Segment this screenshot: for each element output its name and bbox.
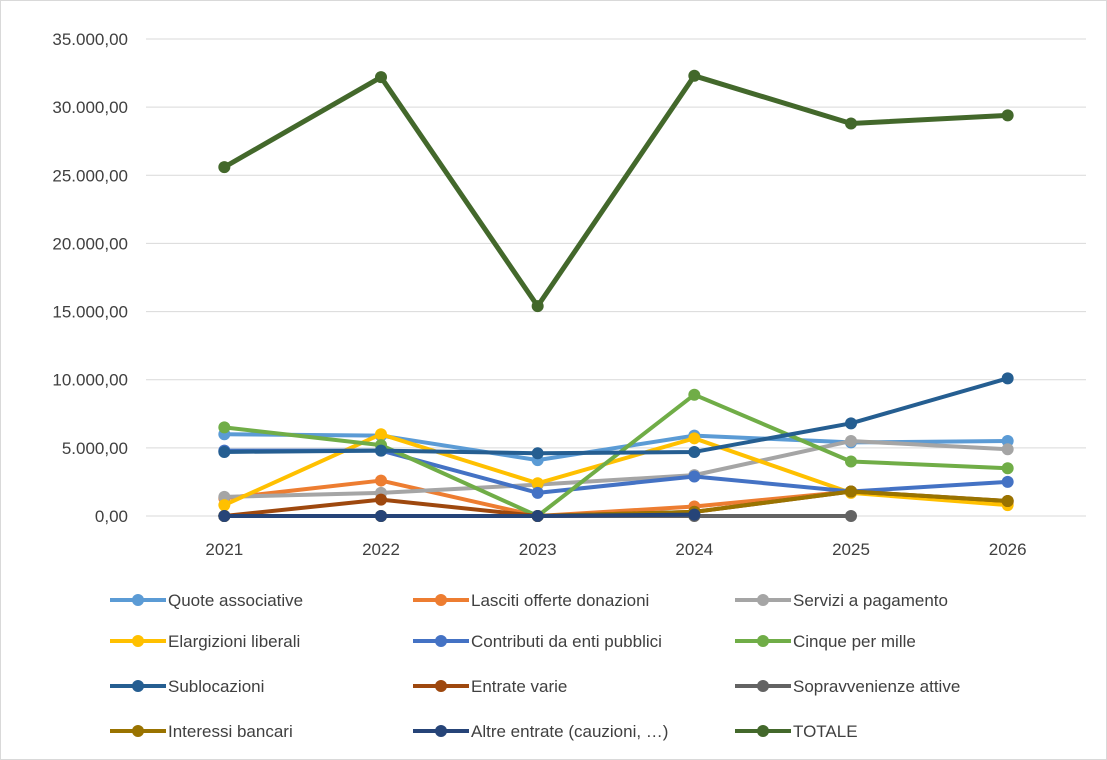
data-point bbox=[531, 300, 544, 313]
x-tick-label: 2024 bbox=[675, 540, 713, 559]
legend-item: Lasciti offerte donazioni bbox=[413, 591, 649, 610]
legend-label: TOTALE bbox=[793, 722, 858, 741]
legend-label: Quote associative bbox=[168, 591, 303, 610]
legend-swatch-marker bbox=[435, 594, 447, 606]
data-point bbox=[375, 71, 387, 84]
legend-item: Cinque per mille bbox=[735, 632, 916, 651]
y-tick-label: 25.000,00 bbox=[52, 166, 128, 185]
data-point bbox=[845, 435, 857, 448]
series-line bbox=[222, 392, 1010, 518]
legend-item: Sublocazioni bbox=[110, 677, 264, 696]
data-point bbox=[531, 486, 544, 499]
legend: Quote associative Lasciti offerte donazio… bbox=[110, 591, 960, 741]
data-point bbox=[688, 508, 701, 521]
data-point bbox=[1001, 109, 1014, 122]
y-tick-label: 15.000,00 bbox=[52, 303, 128, 322]
data-point bbox=[375, 444, 387, 457]
data-point bbox=[845, 117, 857, 130]
data-point bbox=[375, 493, 387, 506]
legend-item: Contributi da enti pubblici bbox=[413, 632, 662, 651]
data-point bbox=[845, 485, 857, 498]
legend-swatch-marker bbox=[132, 635, 144, 647]
legend-label: Contributi da enti pubblici bbox=[471, 632, 662, 651]
legend-swatch-marker bbox=[757, 680, 769, 692]
data-point bbox=[218, 445, 231, 458]
legend-item: Entrate varie bbox=[413, 677, 567, 696]
y-tick-label: 0,00 bbox=[95, 507, 128, 526]
legend-swatch-marker bbox=[757, 725, 769, 737]
series-line bbox=[222, 376, 1010, 456]
legend-label: Altre entrate (cauzioni, …) bbox=[471, 722, 668, 741]
x-tick-label: 2026 bbox=[989, 540, 1027, 559]
x-tick-label: 2025 bbox=[832, 540, 870, 559]
plot-series bbox=[218, 69, 1014, 522]
y-axis-ticks: 0,00 5.000,00 10.000,00 15.000,00 20.000,00 2… bbox=[52, 30, 128, 526]
series-10 bbox=[218, 508, 701, 522]
legend-swatch-marker bbox=[132, 594, 144, 606]
x-axis-ticks: 2021 2022 2023 2024 2025 2026 bbox=[205, 540, 1026, 559]
legend-label: Elargizioni liberali bbox=[168, 632, 300, 651]
legend-label: Sopravvenienze attive bbox=[793, 677, 960, 696]
y-tick-label: 5.000,00 bbox=[62, 439, 128, 458]
data-point bbox=[531, 447, 544, 460]
data-point bbox=[375, 474, 387, 487]
legend-label: Cinque per mille bbox=[793, 632, 916, 651]
legend-swatch-marker bbox=[435, 635, 447, 647]
legend-label: Sublocazioni bbox=[168, 677, 264, 696]
data-point bbox=[531, 477, 544, 490]
legend-item: Sopravvenienze attive bbox=[735, 677, 960, 696]
series-line bbox=[222, 439, 1010, 499]
legend-item: TOTALE bbox=[735, 722, 858, 741]
legend-label: Lasciti offerte donazioni bbox=[471, 591, 649, 610]
data-point bbox=[845, 455, 857, 468]
legend-swatch-marker bbox=[757, 635, 769, 647]
data-point bbox=[688, 470, 701, 483]
data-point bbox=[688, 388, 701, 401]
legend-label: Interessi bancari bbox=[168, 722, 293, 741]
legend-swatch-marker bbox=[132, 725, 144, 737]
legend-label: Entrate varie bbox=[471, 677, 567, 696]
data-point bbox=[688, 432, 701, 445]
data-point bbox=[1001, 372, 1014, 385]
data-point bbox=[218, 510, 231, 522]
x-tick-label: 2022 bbox=[362, 540, 400, 559]
data-point bbox=[1001, 475, 1014, 488]
data-point bbox=[845, 510, 857, 522]
series-11 bbox=[218, 69, 1014, 313]
legend-swatch-marker bbox=[435, 680, 447, 692]
legend-swatch-marker bbox=[435, 725, 447, 737]
x-tick-label: 2023 bbox=[519, 540, 557, 559]
data-point bbox=[375, 428, 387, 441]
y-tick-label: 20.000,00 bbox=[52, 234, 128, 253]
y-tick-label: 10.000,00 bbox=[52, 371, 128, 390]
data-point bbox=[688, 69, 701, 82]
legend-item: Servizi a pagamento bbox=[735, 591, 948, 610]
legend-item: Quote associative bbox=[110, 591, 303, 610]
legend-item: Altre entrate (cauzioni, …) bbox=[413, 722, 668, 741]
data-point bbox=[1001, 495, 1014, 508]
legend-label: Servizi a pagamento bbox=[793, 591, 948, 610]
data-point bbox=[1001, 443, 1014, 456]
series-line bbox=[221, 73, 1011, 309]
y-tick-label: 30.000,00 bbox=[52, 98, 128, 117]
data-point bbox=[218, 499, 231, 512]
series-6 bbox=[218, 372, 1014, 460]
legend-item: Elargizioni liberali bbox=[110, 632, 300, 651]
legend-swatch-marker bbox=[132, 680, 144, 692]
y-tick-label: 35.000,00 bbox=[52, 30, 128, 49]
x-tick-label: 2021 bbox=[205, 540, 243, 559]
data-point bbox=[375, 510, 387, 522]
data-point bbox=[218, 421, 231, 434]
data-point bbox=[531, 510, 544, 522]
legend-swatch-marker bbox=[757, 594, 769, 606]
data-point bbox=[845, 417, 857, 430]
data-point bbox=[218, 161, 231, 174]
legend-item: Interessi bancari bbox=[110, 722, 293, 741]
data-point bbox=[688, 445, 701, 458]
series-line bbox=[222, 512, 697, 518]
data-point bbox=[1001, 462, 1014, 475]
